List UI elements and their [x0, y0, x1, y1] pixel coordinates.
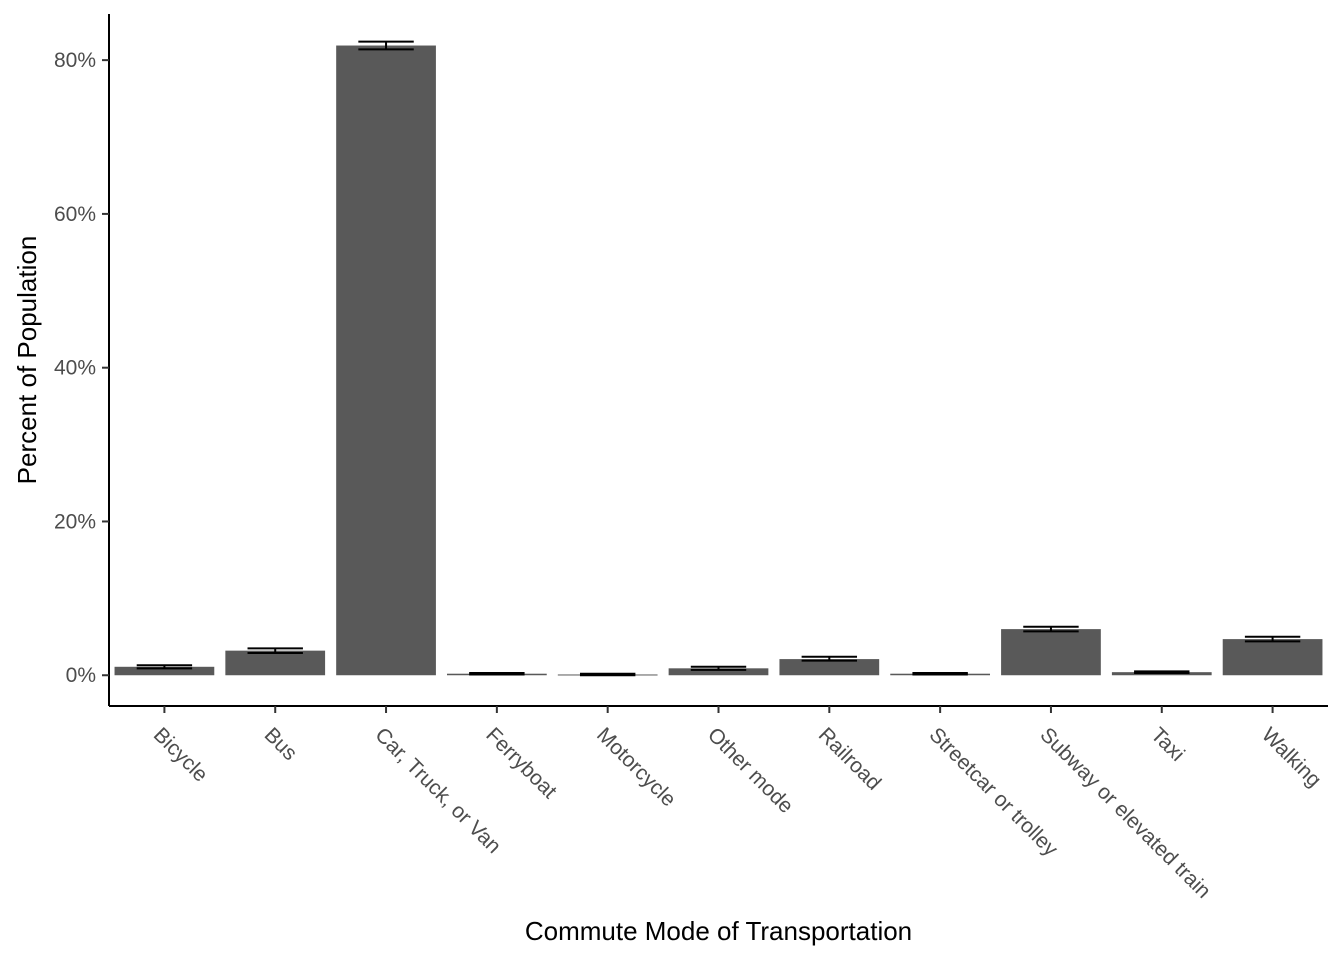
x-tick-label: Railroad [814, 723, 886, 795]
error-bars [136, 40, 1301, 677]
x-tick-label: Car, Truck, or Van [371, 723, 506, 858]
y-tick-label: 0% [66, 664, 96, 687]
x-tick-label: Bus [260, 723, 302, 765]
x-tick-label: Bicycle [149, 723, 212, 786]
y-tick-label: 20% [54, 510, 96, 533]
x-axis-title: Commute Mode of Transportation [525, 916, 912, 946]
y-axis-title: Percent of Population [12, 236, 42, 485]
y-axis-ticks: 0% 20% 40% 60% 80% [54, 49, 109, 687]
x-tick-label: Taxi [1146, 723, 1189, 766]
x-tick-label: Motorcycle [592, 723, 680, 811]
bar [225, 650, 326, 676]
bars [114, 45, 1323, 676]
x-tick-label: Ferryboat [481, 723, 561, 803]
y-tick-label: 80% [54, 49, 96, 72]
y-tick-label: 60% [54, 203, 96, 226]
bar [779, 659, 880, 676]
bar [114, 666, 215, 676]
bar [668, 668, 769, 676]
bar [336, 45, 436, 676]
bar [1222, 639, 1323, 676]
x-tick-label: Other mode [703, 723, 798, 818]
bar [1001, 629, 1101, 676]
y-tick-label: 40% [54, 357, 96, 380]
x-tick-label: Walking [1257, 723, 1326, 792]
